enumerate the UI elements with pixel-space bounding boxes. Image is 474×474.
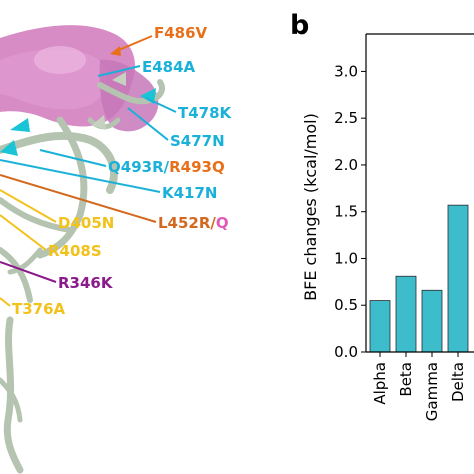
x-axis-ticks: Alpha Beta Gamma Delta [371, 352, 467, 421]
y-tick-label: 2.5 [334, 109, 358, 127]
y-tick-label: 0.0 [334, 343, 358, 361]
x-tick-label: Gamma [423, 362, 441, 421]
y-tick-label: 0.5 [334, 296, 358, 314]
bar-gamma [421, 289, 443, 353]
bar-alpha [369, 300, 391, 353]
mutation-label: E484A [142, 58, 196, 76]
mutation-label: K417N [162, 184, 218, 202]
mutation-label: T376A [12, 300, 66, 318]
bars [369, 204, 469, 353]
bfe-bar-chart: BFE changes (kcal/mol) 0.0 0.5 1.0 1.5 2.0 2.… [301, 33, 474, 421]
y-axis-label: BFE changes (kcal/mol) [301, 113, 320, 301]
y-tick-label: 3.0 [334, 62, 358, 80]
mutation-label: Q493R/R493Q [108, 158, 225, 176]
mutation-label: T478K [178, 104, 233, 122]
mutation-labels: F486V E484A T478K S477N Q493R/R493Q K417… [12, 24, 233, 318]
panel-b-letter: b [290, 10, 309, 41]
bar-beta [395, 275, 417, 353]
y-tick-label: 1.0 [334, 249, 358, 267]
receptor-surface [0, 25, 159, 132]
protein-structure-panel: F486V E484A T478K S477N Q493R/R493Q K417… [0, 24, 233, 474]
y-tick-label: 1.5 [334, 203, 358, 221]
mutation-leader-lines [0, 35, 177, 307]
mutation-label: S477N [170, 132, 225, 150]
mutation-label: D405N [58, 214, 114, 232]
bar-delta [447, 204, 469, 353]
mutation-label: R346K [58, 274, 114, 292]
y-tick-label: 2.0 [334, 156, 358, 174]
mutation-label: F486V [154, 24, 208, 42]
x-tick-label: Beta [397, 362, 415, 397]
mutation-label: L452R/Q [158, 214, 229, 232]
x-tick-label: Delta [449, 362, 467, 402]
x-tick-label: Alpha [371, 362, 389, 405]
y-axis-ticks: 0.0 0.5 1.0 1.5 2.0 2.5 3.0 [334, 62, 366, 361]
mutation-label: R408S [48, 242, 102, 260]
